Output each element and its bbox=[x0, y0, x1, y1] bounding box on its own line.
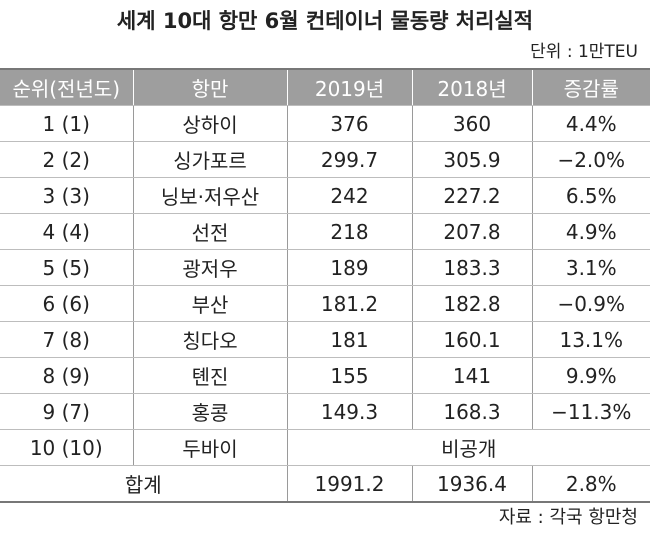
cell: 207.8 bbox=[411, 213, 532, 250]
header-row: 순위(전년도) 항만 2019년 2018년 증감률 bbox=[0, 68, 650, 106]
cell: 3.1% bbox=[531, 249, 650, 286]
cell: 8 (9) bbox=[0, 357, 133, 394]
cell: 10 (10) bbox=[0, 429, 133, 466]
cell: 부산 bbox=[132, 285, 287, 322]
cell: 싱가포르 bbox=[132, 141, 287, 178]
cell: 227.2 bbox=[411, 177, 532, 214]
row: 7 (8) 칭다오 181 160.1 13.1% bbox=[0, 321, 650, 358]
cell: 242 bbox=[286, 177, 412, 214]
cell: 4.4% bbox=[531, 105, 650, 142]
cell: −2.0% bbox=[531, 141, 650, 178]
cell: 톈진 bbox=[132, 357, 287, 394]
cell: 3 (3) bbox=[0, 177, 133, 214]
cell: 1 (1) bbox=[0, 105, 133, 142]
cell: 4.9% bbox=[531, 213, 650, 250]
row: 10 (10) 두바이 비공개 bbox=[0, 429, 650, 466]
unit-note: 단위 : 1만TEU bbox=[530, 42, 638, 62]
cell: 4 (4) bbox=[0, 213, 133, 250]
cell: 6 (6) bbox=[0, 285, 133, 322]
table: 순위(전년도) 항만 2019년 2018년 증감률 1 (1) 상하이 376 360 4.4… bbox=[0, 68, 650, 503]
total-cell: 1991.2 bbox=[286, 465, 412, 503]
total-cell: 2.8% bbox=[531, 465, 650, 503]
cell: 9 (7) bbox=[0, 393, 133, 430]
source-note: 자료 : 각국 항만청 bbox=[498, 507, 638, 528]
cell: 닝보·저우산 bbox=[132, 177, 287, 214]
cell: 상하이 bbox=[132, 105, 287, 142]
header-cell: 순위(전년도) bbox=[0, 68, 133, 106]
cell: 13.1% bbox=[531, 321, 650, 358]
cell: 선전 bbox=[132, 213, 287, 250]
cell: 182.8 bbox=[411, 285, 532, 322]
row: 4 (4) 선전 218 207.8 4.9% bbox=[0, 213, 650, 250]
table-body: 1 (1) 상하이 376 360 4.4% 2 (2) 싱가포르 299.7 305.9 −2.… bbox=[0, 105, 650, 503]
cell: 155 bbox=[286, 357, 412, 394]
header-cell: 항만 bbox=[132, 68, 287, 106]
cell: 비공개 bbox=[286, 429, 650, 466]
cell: 141 bbox=[411, 357, 532, 394]
cell: 9.9% bbox=[531, 357, 650, 394]
total-cell: 합계 bbox=[0, 465, 287, 503]
row: 3 (3) 닝보·저우산 242 227.2 6.5% bbox=[0, 177, 650, 214]
row: 9 (7) 홍콩 149.3 168.3 −11.3% bbox=[0, 393, 650, 430]
cell: 181 bbox=[286, 321, 412, 358]
cell: 376 bbox=[286, 105, 412, 142]
cell: 189 bbox=[286, 249, 412, 286]
cell: 299.7 bbox=[286, 141, 412, 178]
row: 8 (9) 톈진 155 141 9.9% bbox=[0, 357, 650, 394]
cell: 168.3 bbox=[411, 393, 532, 430]
cell: 광저우 bbox=[132, 249, 287, 286]
title: 세계 10대 항만 6월 컨테이너 물동량 처리실적 bbox=[116, 9, 534, 33]
header-cell: 증감률 bbox=[531, 68, 650, 106]
total-row: 합계 1991.2 1936.4 2.8% bbox=[0, 465, 650, 503]
cell: 181.2 bbox=[286, 285, 412, 322]
cell: −0.9% bbox=[531, 285, 650, 322]
cell: 6.5% bbox=[531, 177, 650, 214]
row: 5 (5) 광저우 189 183.3 3.1% bbox=[0, 249, 650, 286]
header-cell: 2019년 bbox=[286, 68, 412, 106]
cell: 183.3 bbox=[411, 249, 532, 286]
total-cell: 1936.4 bbox=[411, 465, 532, 503]
cell: 홍콩 bbox=[132, 393, 287, 430]
row: 1 (1) 상하이 376 360 4.4% bbox=[0, 105, 650, 142]
cell: 칭다오 bbox=[132, 321, 287, 358]
row: 6 (6) 부산 181.2 182.8 −0.9% bbox=[0, 285, 650, 322]
cell: 두바이 bbox=[132, 429, 287, 466]
cell: 305.9 bbox=[411, 141, 532, 178]
cell: 360 bbox=[411, 105, 532, 142]
cell: 218 bbox=[286, 213, 412, 250]
cell: 7 (8) bbox=[0, 321, 133, 358]
cell: −11.3% bbox=[531, 393, 650, 430]
cell: 160.1 bbox=[411, 321, 532, 358]
cell: 149.3 bbox=[286, 393, 412, 430]
cell: 5 (5) bbox=[0, 249, 133, 286]
cell: 2 (2) bbox=[0, 141, 133, 178]
row: 2 (2) 싱가포르 299.7 305.9 −2.0% bbox=[0, 141, 650, 178]
header-cell: 2018년 bbox=[411, 68, 532, 106]
